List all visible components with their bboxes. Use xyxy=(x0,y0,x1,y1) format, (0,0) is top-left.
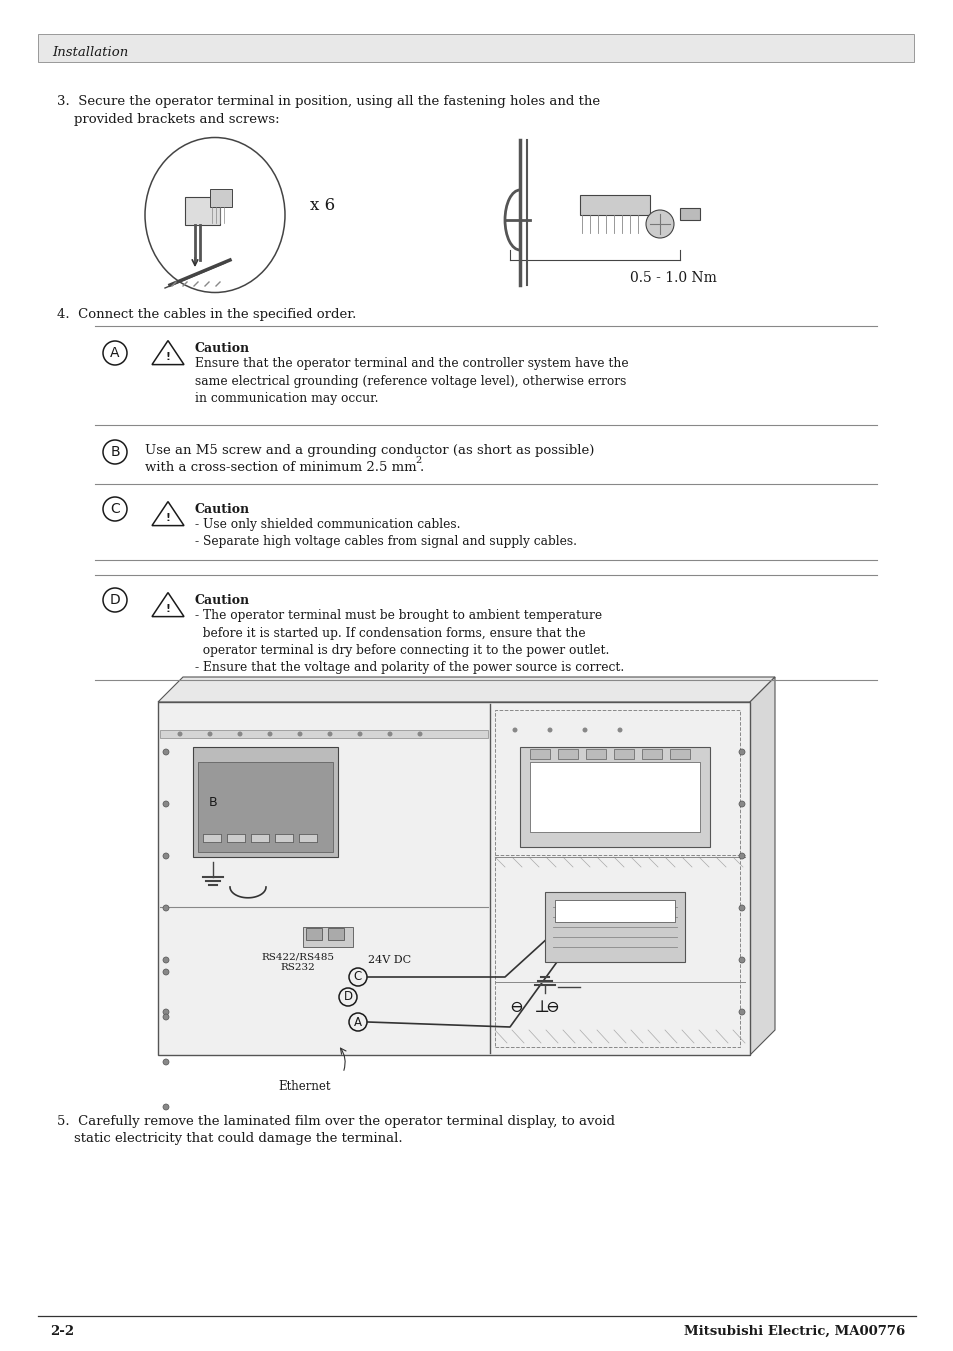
Text: 2: 2 xyxy=(415,457,421,465)
Text: Caution: Caution xyxy=(194,594,250,607)
Circle shape xyxy=(163,1009,169,1015)
Text: A: A xyxy=(111,346,120,359)
Text: 0.5 - 1.0 Nm: 0.5 - 1.0 Nm xyxy=(629,272,716,285)
Circle shape xyxy=(163,1015,169,1020)
Circle shape xyxy=(163,801,169,807)
Text: ⊖  ⊥: ⊖ ⊥ xyxy=(510,998,550,1016)
Circle shape xyxy=(237,731,242,736)
Circle shape xyxy=(163,969,169,975)
Text: !: ! xyxy=(166,351,171,362)
Text: !: ! xyxy=(166,604,171,613)
Text: Installation: Installation xyxy=(52,46,128,58)
Bar xyxy=(530,762,700,832)
Bar xyxy=(519,747,709,847)
Bar xyxy=(555,900,675,921)
Bar xyxy=(328,928,344,940)
Bar xyxy=(495,711,740,1047)
Bar xyxy=(298,834,316,842)
Bar xyxy=(185,197,220,226)
Circle shape xyxy=(387,731,392,736)
Circle shape xyxy=(739,852,744,859)
Text: Mitsubishi Electric, MA00776: Mitsubishi Electric, MA00776 xyxy=(683,1325,904,1337)
Bar xyxy=(38,34,913,62)
Text: - The operator terminal must be brought to ambient temperature
  before it is st: - The operator terminal must be brought … xyxy=(194,609,623,674)
Bar xyxy=(227,834,245,842)
Text: Use an M5 screw and a grounding conductor (as short as possible): Use an M5 screw and a grounding conducto… xyxy=(145,444,594,457)
Circle shape xyxy=(739,957,744,963)
Text: ⊖: ⊖ xyxy=(544,998,558,1016)
Bar xyxy=(203,834,221,842)
Text: Ethernet: Ethernet xyxy=(277,1079,330,1093)
Bar xyxy=(210,189,232,207)
Text: 24V DC: 24V DC xyxy=(590,905,639,919)
Bar xyxy=(274,834,293,842)
Polygon shape xyxy=(749,677,774,1055)
Bar xyxy=(679,208,700,220)
Text: provided brackets and screws:: provided brackets and screws: xyxy=(57,113,279,126)
Circle shape xyxy=(163,1104,169,1111)
Circle shape xyxy=(163,905,169,911)
Circle shape xyxy=(739,801,744,807)
Text: C: C xyxy=(110,503,120,516)
Text: static electricity that could damage the terminal.: static electricity that could damage the… xyxy=(57,1132,402,1146)
Circle shape xyxy=(163,957,169,963)
Text: RS422/RS485: RS422/RS485 xyxy=(261,952,335,962)
Circle shape xyxy=(547,727,552,732)
Bar xyxy=(579,195,649,215)
Text: 2-2: 2-2 xyxy=(50,1325,74,1337)
Bar xyxy=(641,748,661,759)
Circle shape xyxy=(163,748,169,755)
Bar xyxy=(193,747,337,857)
Circle shape xyxy=(297,731,302,736)
Text: B: B xyxy=(209,796,217,808)
Text: with a cross-section of minimum 2.5 mm: with a cross-section of minimum 2.5 mm xyxy=(145,461,416,474)
Text: Caution: Caution xyxy=(194,503,250,516)
Bar xyxy=(669,748,689,759)
Bar xyxy=(530,748,550,759)
Bar xyxy=(251,834,269,842)
Text: x 6: x 6 xyxy=(310,196,335,213)
Text: Controller: Controller xyxy=(582,801,647,813)
Circle shape xyxy=(582,727,587,732)
Text: C: C xyxy=(354,970,362,984)
Bar xyxy=(158,703,749,1055)
Circle shape xyxy=(645,209,673,238)
Circle shape xyxy=(357,731,362,736)
Circle shape xyxy=(163,852,169,859)
Bar xyxy=(544,892,684,962)
Text: D: D xyxy=(343,990,353,1004)
Bar xyxy=(160,730,488,738)
Circle shape xyxy=(739,748,744,755)
Text: D: D xyxy=(110,593,120,607)
Bar xyxy=(614,748,634,759)
Text: - Use only shielded communication cables.
- Separate high voltage cables from si: - Use only shielded communication cables… xyxy=(194,517,577,549)
Circle shape xyxy=(417,731,422,736)
Bar xyxy=(303,927,353,947)
Text: A: A xyxy=(354,1016,361,1028)
Text: B: B xyxy=(111,444,120,459)
Text: 5.  Carefully remove the laminated film over the operator terminal display, to a: 5. Carefully remove the laminated film o… xyxy=(57,1115,615,1128)
Text: Caution: Caution xyxy=(194,342,250,355)
Circle shape xyxy=(163,1059,169,1065)
Circle shape xyxy=(327,731,333,736)
Circle shape xyxy=(739,1009,744,1015)
Polygon shape xyxy=(158,677,774,703)
Text: 4.  Connect the cables in the specified order.: 4. Connect the cables in the specified o… xyxy=(57,308,356,322)
Bar xyxy=(306,928,322,940)
Circle shape xyxy=(267,731,273,736)
Text: 3.  Secure the operator terminal in position, using all the fastening holes and : 3. Secure the operator terminal in posit… xyxy=(57,95,599,108)
Bar xyxy=(585,748,605,759)
Circle shape xyxy=(739,905,744,911)
Circle shape xyxy=(512,727,517,732)
Text: Ensure that the operator terminal and the controller system have the
same electr: Ensure that the operator terminal and th… xyxy=(194,357,628,405)
Text: .: . xyxy=(419,461,424,474)
Circle shape xyxy=(177,731,182,736)
Text: !: ! xyxy=(166,512,171,523)
Circle shape xyxy=(208,731,213,736)
Text: 24V DC: 24V DC xyxy=(368,955,411,965)
Text: RS232: RS232 xyxy=(280,963,315,973)
Bar xyxy=(558,748,578,759)
Circle shape xyxy=(617,727,622,732)
Bar xyxy=(198,762,333,852)
